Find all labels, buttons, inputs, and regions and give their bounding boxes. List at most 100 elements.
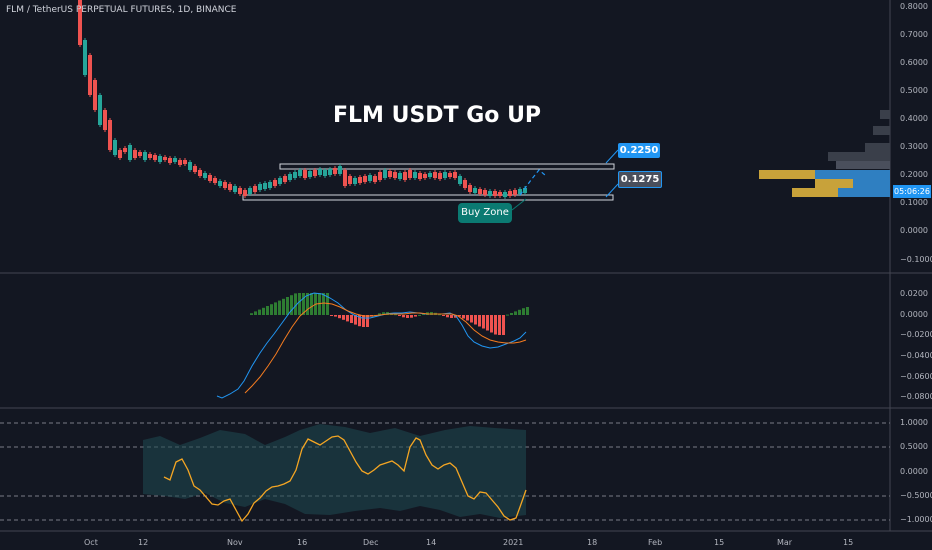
candle-body bbox=[258, 184, 262, 190]
histogram-bar bbox=[310, 293, 313, 315]
candle-body bbox=[253, 186, 257, 192]
histogram-bar bbox=[358, 315, 361, 327]
buy-zone-label[interactable]: Buy Zone bbox=[458, 203, 512, 223]
candle-body bbox=[393, 172, 397, 178]
oscillator-axis-label: 0.0000 bbox=[900, 467, 928, 476]
histogram-bar bbox=[326, 293, 329, 315]
candle-body bbox=[213, 178, 217, 183]
histogram-bar bbox=[462, 315, 465, 319]
candle-body bbox=[408, 170, 412, 178]
macd-axis-label: −0.0600 bbox=[900, 372, 932, 381]
candle-body bbox=[433, 172, 437, 178]
time-axis-label: 12 bbox=[138, 538, 149, 547]
candle-body bbox=[108, 120, 112, 150]
candle-body bbox=[333, 168, 337, 174]
candle-body bbox=[218, 181, 222, 186]
candle-body bbox=[143, 152, 147, 160]
candle-body bbox=[318, 169, 322, 175]
candle-body bbox=[328, 169, 332, 175]
time-axis-label: 15 bbox=[714, 538, 725, 547]
candle-body bbox=[483, 190, 487, 195]
oscillator-axis-label: −1.0000 bbox=[900, 515, 932, 524]
histogram-bar bbox=[450, 315, 453, 318]
support-zone[interactable] bbox=[242, 194, 614, 201]
histogram-bar bbox=[394, 314, 397, 316]
upper-price-label[interactable]: 0.2250 bbox=[618, 143, 660, 158]
candle-body bbox=[443, 172, 447, 178]
candle-body bbox=[123, 148, 127, 152]
oscillator-band bbox=[143, 424, 526, 518]
candle-body bbox=[268, 182, 272, 188]
histogram-bar bbox=[522, 308, 525, 315]
candle-body bbox=[498, 192, 502, 196]
candle-body bbox=[168, 158, 172, 163]
histogram-bar bbox=[282, 298, 285, 315]
projection-path bbox=[519, 169, 546, 196]
time-axis-label: Oct bbox=[84, 538, 98, 547]
price-axis-label: 0.7000 bbox=[900, 30, 928, 39]
resistance-zone[interactable] bbox=[279, 163, 615, 170]
candle-body bbox=[118, 150, 122, 158]
candle-body bbox=[158, 156, 162, 162]
histogram-bar bbox=[346, 315, 349, 322]
candle-body bbox=[453, 172, 457, 178]
histogram-bar bbox=[438, 314, 441, 316]
time-axis-label: Dec bbox=[363, 538, 379, 547]
candle-body bbox=[83, 40, 87, 75]
candle-body bbox=[388, 171, 392, 177]
price-axis-label: 0.2000 bbox=[900, 170, 928, 179]
candle-body bbox=[243, 190, 247, 196]
candle-body bbox=[233, 186, 237, 192]
histogram-bar bbox=[258, 309, 261, 315]
candle-body bbox=[363, 176, 367, 182]
candle-body bbox=[88, 55, 92, 95]
time-axis-label: 18 bbox=[587, 538, 598, 547]
candle-body bbox=[298, 170, 302, 176]
time-axis-label: Feb bbox=[648, 538, 663, 547]
histogram-bar bbox=[354, 315, 357, 325]
histogram-bar bbox=[526, 307, 529, 315]
candle-body bbox=[513, 190, 517, 195]
histogram-bar bbox=[506, 314, 509, 316]
histogram-bar bbox=[250, 313, 253, 315]
lower-price-label[interactable]: 0.1275 bbox=[618, 171, 662, 188]
macd-axis-label: −0.0400 bbox=[900, 351, 932, 360]
histogram-bar bbox=[330, 315, 333, 316]
histogram-bar bbox=[254, 311, 257, 315]
headline-text: FLM USDT Go UP bbox=[333, 103, 542, 128]
candle-body bbox=[303, 170, 307, 178]
candle-body bbox=[163, 157, 167, 160]
candle-body bbox=[263, 183, 267, 189]
price-axis-label: 0.4000 bbox=[900, 114, 928, 123]
candle-body bbox=[293, 172, 297, 178]
histogram-bar bbox=[502, 315, 505, 335]
price-axis-label: 0.3000 bbox=[900, 142, 928, 151]
symbol-title[interactable]: FLM / TetherUS PERPETUAL FUTURES, 1D, BI… bbox=[6, 5, 237, 15]
oscillator-axis-label: 1.0000 bbox=[900, 418, 928, 427]
candle-body bbox=[458, 176, 462, 184]
time-axis-label: 15 bbox=[843, 538, 854, 547]
candle-body bbox=[238, 188, 242, 194]
time-axis-label: Nov bbox=[227, 538, 243, 547]
candle-body bbox=[473, 188, 477, 193]
histogram-bar bbox=[486, 315, 489, 331]
histogram-bar bbox=[482, 315, 485, 329]
time-axis-label: 14 bbox=[426, 538, 437, 547]
histogram-bar bbox=[494, 315, 497, 335]
histogram-bar bbox=[454, 315, 457, 318]
histogram-bar bbox=[406, 315, 409, 318]
histogram-bar bbox=[342, 315, 345, 320]
histogram-bar bbox=[466, 315, 469, 321]
candle-body bbox=[518, 189, 522, 194]
candle-body bbox=[493, 191, 497, 196]
candle-body bbox=[478, 189, 482, 194]
histogram-bar bbox=[290, 295, 293, 315]
price-axis-label: 0.8000 bbox=[900, 2, 928, 11]
oscillator-line bbox=[163, 435, 527, 523]
buy-zone-connector bbox=[511, 198, 527, 211]
macd-line bbox=[216, 292, 527, 399]
candle-body bbox=[248, 188, 252, 194]
histogram-bar bbox=[490, 315, 493, 333]
lower-price-connector bbox=[605, 183, 619, 198]
